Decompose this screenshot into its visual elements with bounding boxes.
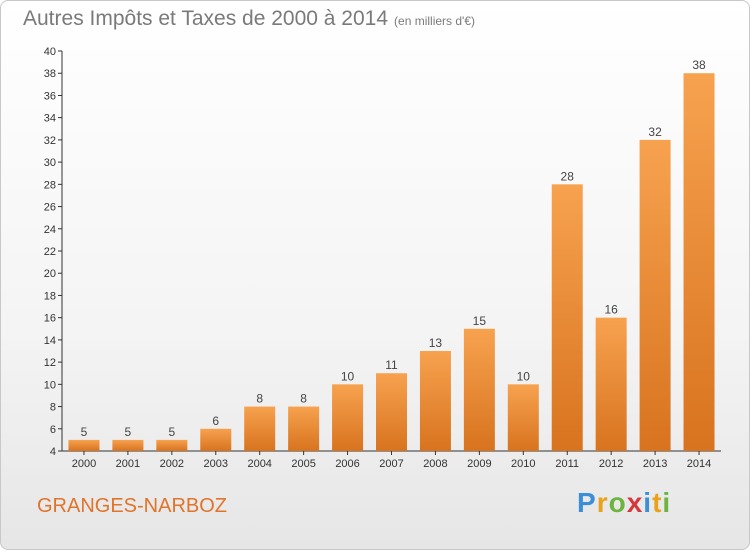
bar-value-label: 5 <box>168 425 175 439</box>
chart-title: Autres Impôts et Taxes de 2000 à 2014 (en… <box>23 7 475 31</box>
bar-2013 <box>639 139 671 451</box>
chart-bars <box>68 73 715 452</box>
x-tick-label: 2000 <box>72 458 96 470</box>
bar-value-label: 8 <box>300 392 307 406</box>
logo-letter: i <box>643 487 653 518</box>
bar-2011 <box>551 184 583 452</box>
logo-letter: i <box>662 487 672 518</box>
bar-value-label: 11 <box>385 358 398 372</box>
x-tick-label: 2003 <box>204 458 228 470</box>
logo-letter: t <box>652 487 663 518</box>
y-tick-label: 28 <box>44 179 56 191</box>
y-tick-label: 14 <box>44 335 56 347</box>
bar-value-label: 28 <box>561 169 575 183</box>
bar-value-label: 5 <box>81 425 88 439</box>
y-tick-label: 34 <box>44 113 56 125</box>
bar-value-label: 15 <box>473 314 487 328</box>
bar-2005 <box>288 406 320 451</box>
bar-2012 <box>595 317 627 451</box>
x-tick-label: 2001 <box>116 458 140 470</box>
y-tick-label: 4 <box>50 446 56 458</box>
bar-2008 <box>419 351 451 451</box>
logo-letter: o <box>608 487 627 518</box>
x-tick-label: 2010 <box>511 458 535 470</box>
y-tick-label: 20 <box>44 268 56 280</box>
bar-2014 <box>683 73 715 451</box>
bar-value-label: 13 <box>429 336 443 350</box>
x-tick-label: 2014 <box>687 458 711 470</box>
bar-2009 <box>463 328 495 451</box>
bar-2003 <box>200 428 232 451</box>
y-tick-label: 24 <box>44 224 56 236</box>
y-tick-label: 26 <box>44 202 56 214</box>
bar-2002 <box>156 439 188 451</box>
city-name: GRANGES-NARBOZ <box>37 495 228 517</box>
bar-value-label: 6 <box>212 414 219 428</box>
chart-subtitle: (en milliers d'€) <box>394 14 476 28</box>
x-tick-label: 2007 <box>379 458 403 470</box>
y-tick-label: 6 <box>50 424 56 436</box>
bar-value-label: 8 <box>256 392 263 406</box>
y-tick-label: 30 <box>44 157 56 169</box>
x-tick-label: 2006 <box>335 458 359 470</box>
x-tick-label: 2013 <box>643 458 667 470</box>
chart-title-text: Autres Impôts et Taxes de 2000 à 2014 <box>23 7 389 30</box>
x-tick-label: 2004 <box>247 458 271 470</box>
y-tick-label: 22 <box>44 246 56 258</box>
y-tick-label: 18 <box>44 290 56 302</box>
y-tick-label: 36 <box>44 90 56 102</box>
logo-letter: r <box>596 487 609 518</box>
y-tick-label: 40 <box>44 46 56 58</box>
bar-2004 <box>244 406 276 451</box>
x-tick-label: 2009 <box>467 458 491 470</box>
bar-value-label: 32 <box>648 125 662 139</box>
y-tick-label: 12 <box>44 357 56 369</box>
x-tick-label: 2008 <box>423 458 447 470</box>
bar-2006 <box>332 384 364 451</box>
logo-letter: P <box>577 487 597 518</box>
bar-2007 <box>376 373 407 451</box>
x-tick-label: 2012 <box>599 458 623 470</box>
bar-value-label: 5 <box>125 425 132 439</box>
proxiti-logo: Proxiti <box>577 487 671 519</box>
y-tick-label: 38 <box>44 68 56 80</box>
bar-2000 <box>68 439 100 451</box>
bar-value-label: 10 <box>517 369 531 383</box>
x-tick-label: 2011 <box>555 458 579 470</box>
bar-value-label: 16 <box>604 303 618 317</box>
y-tick-label: 10 <box>44 379 56 391</box>
x-tick-label: 2005 <box>291 458 315 470</box>
chart-labels: 5 2000 5 2001 5 2002 6 2003 8 2004 8 2005 10 2006 11 20… <box>72 58 712 470</box>
logo-letter: x <box>626 487 644 518</box>
bar-value-label: 10 <box>341 369 355 383</box>
bar-value-label: 38 <box>692 58 706 72</box>
y-tick-label: 16 <box>44 313 56 325</box>
y-tick-label: 8 <box>50 402 56 414</box>
bar-2010 <box>507 384 539 451</box>
x-tick-label: 2002 <box>160 458 184 470</box>
y-tick-label: 32 <box>44 135 56 147</box>
bar-2001 <box>112 439 144 451</box>
